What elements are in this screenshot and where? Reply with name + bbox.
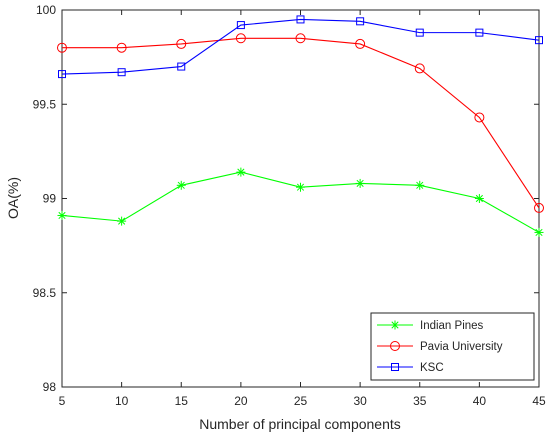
data-point-indian-pines: [415, 180, 425, 190]
asterisk-stroke: [296, 183, 305, 191]
series-line-ksc: [61, 18, 540, 75]
series-group: [57, 15, 544, 237]
y-tick-label: 98.5: [33, 286, 57, 300]
y-tick-label: 98: [43, 380, 57, 394]
legend-marker-pavia-university: [390, 341, 400, 351]
asterisk-stroke: [177, 181, 185, 189]
data-point-pavia-university: [534, 202, 544, 213]
legend-label-indian-pines: Indian Pines: [420, 320, 484, 332]
x-tick-label: 25: [294, 394, 308, 408]
data-point-ksc: [535, 36, 543, 45]
y-tick-label: 99: [43, 192, 57, 206]
legend: Indian Pines Pavia University KSC: [370, 312, 535, 381]
data-point-ksc: [177, 62, 186, 71]
data-point-indian-pines: [117, 216, 127, 226]
legend-marker-indian-pines: [390, 320, 400, 330]
data-point-ksc: [117, 68, 126, 77]
data-point-indian-pines: [57, 210, 67, 220]
data-point-pavia-university: [295, 33, 306, 44]
asterisk-stroke: [391, 321, 399, 329]
x-tick-label: 30: [353, 394, 367, 408]
x-tick-label: 45: [532, 394, 546, 408]
legend-label-ksc: KSC: [420, 362, 444, 374]
data-point-pavia-university: [57, 42, 67, 53]
asterisk-stroke: [118, 217, 126, 225]
data-point-indian-pines: [355, 178, 365, 188]
asterisk-stroke: [416, 181, 424, 189]
legend-marker-ksc: [391, 363, 399, 371]
x-tick-label: 20: [234, 394, 248, 408]
x-tick-label: 5: [59, 394, 66, 408]
asterisk-stroke: [237, 168, 245, 176]
data-point-ksc: [58, 70, 66, 79]
data-point-indian-pines: [474, 194, 484, 203]
data-point-indian-pines: [236, 167, 246, 177]
data-point-pavia-university: [176, 38, 187, 49]
data-point-ksc: [356, 17, 365, 26]
x-tick-label: 15: [175, 394, 189, 408]
data-point-pavia-university: [355, 38, 366, 49]
asterisk-stroke: [58, 211, 66, 220]
data-point-pavia-university: [414, 63, 425, 74]
data-point-indian-pines: [296, 182, 305, 192]
asterisk-stroke: [356, 179, 364, 188]
data-point-pavia-university: [474, 112, 485, 123]
asterisk-stroke: [535, 228, 543, 237]
data-point-ksc: [475, 28, 484, 37]
data-point-indian-pines: [176, 180, 186, 190]
data-point-ksc: [236, 21, 245, 30]
data-point-pavia-university: [235, 33, 246, 44]
data-point-ksc: [415, 28, 424, 37]
x-tick-label: 40: [473, 394, 487, 408]
x-axis-title: Number of principal components: [199, 416, 401, 432]
asterisk-stroke: [475, 194, 483, 203]
data-point-pavia-university: [116, 42, 127, 53]
x-tick-label: 35: [413, 394, 427, 408]
data-point-indian-pines: [534, 227, 544, 237]
series-line-pavia-university: [62, 37, 540, 209]
legend-label-pavia-university: Pavia University: [420, 341, 503, 353]
y-axis-title: OA(%): [5, 177, 21, 219]
data-point-ksc: [296, 15, 305, 24]
x-tick-label: 10: [115, 394, 129, 408]
y-tick-label: 100: [36, 3, 56, 17]
y-tick-label: 99.5: [33, 97, 57, 111]
axis-ticks: 5 10 15 20 25 30 35 40 45 98 98.5 99 99.5 100: [33, 3, 546, 408]
